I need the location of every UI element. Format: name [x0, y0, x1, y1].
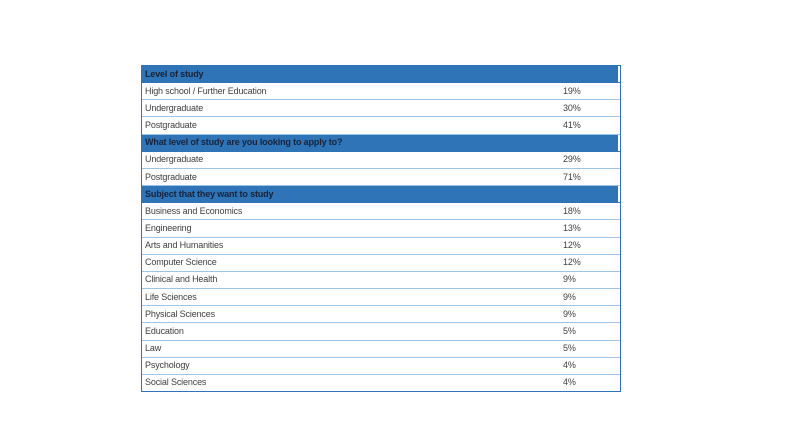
table-row: Life Sciences 9%	[142, 289, 620, 307]
section-header-label: What level of study are you looking to a…	[145, 138, 343, 148]
survey-table: Level of study High school / Further Educ…	[141, 65, 621, 392]
section-header-label: Subject that they want to study	[145, 189, 274, 199]
row-value: 4%	[563, 377, 576, 388]
table-row: Postgraduate 71%	[142, 168, 620, 187]
row-label: Undergraduate	[145, 103, 204, 113]
table-row: Physical Sciences 9%	[142, 306, 620, 324]
table-row: Engineering 13%	[142, 220, 620, 238]
row-label: Law	[145, 344, 162, 354]
table-row: Undergraduate 29%	[142, 151, 620, 169]
row-label: Clinical and Health	[145, 275, 218, 285]
row-label: Engineering	[145, 223, 192, 233]
row-value: 12%	[563, 240, 581, 251]
table-row: Social Sciences 4%	[142, 374, 620, 391]
row-label: Postgraduate	[145, 121, 197, 131]
row-value: 5%	[563, 343, 576, 354]
section-header-row: Subject that they want to study	[142, 186, 620, 204]
row-label: Computer Science	[145, 258, 217, 268]
section-header-row: What level of study are you looking to a…	[142, 134, 620, 152]
row-value: 30%	[563, 102, 581, 113]
table-row: Business and Economics 18%	[142, 203, 620, 221]
table-row: Clinical and Health 9%	[142, 271, 620, 290]
row-value: 12%	[563, 257, 581, 268]
row-label: Undergraduate	[145, 155, 204, 165]
section-header-row: Level of study	[142, 66, 620, 84]
row-value: 5%	[563, 325, 576, 336]
row-value: 9%	[563, 308, 576, 319]
row-value: 19%	[563, 85, 581, 96]
table-row: Postgraduate 41%	[142, 117, 620, 135]
row-value: 71%	[563, 171, 581, 182]
row-value: 13%	[563, 222, 581, 233]
table-row: Education 5%	[142, 323, 620, 341]
row-label: Life Sciences	[145, 292, 197, 302]
row-label: High school / Further Education	[145, 86, 267, 96]
row-value: 41%	[563, 120, 581, 131]
section-header-label: Level of study	[145, 69, 204, 79]
row-label: Psychology	[145, 361, 190, 371]
table-row: Undergraduate 30%	[142, 100, 620, 118]
table-row: High school / Further Education 19%	[142, 83, 620, 101]
table-row: Law 5%	[142, 340, 620, 358]
row-label: Business and Economics	[145, 206, 243, 216]
table-row: Psychology 4%	[142, 357, 620, 375]
row-label: Physical Sciences	[145, 309, 215, 319]
row-label: Postgraduate	[145, 172, 197, 182]
table-row: Computer Science 12%	[142, 254, 620, 272]
row-value: 9%	[563, 291, 576, 302]
row-label: Arts and Humanities	[145, 241, 224, 251]
table-row: Arts and Humanities 12%	[142, 237, 620, 255]
row-value: 9%	[563, 274, 576, 285]
row-value: 18%	[563, 205, 581, 216]
row-value: 29%	[563, 154, 581, 165]
row-label: Education	[145, 326, 184, 336]
row-label: Social Sciences	[145, 378, 207, 388]
row-value: 4%	[563, 360, 576, 371]
